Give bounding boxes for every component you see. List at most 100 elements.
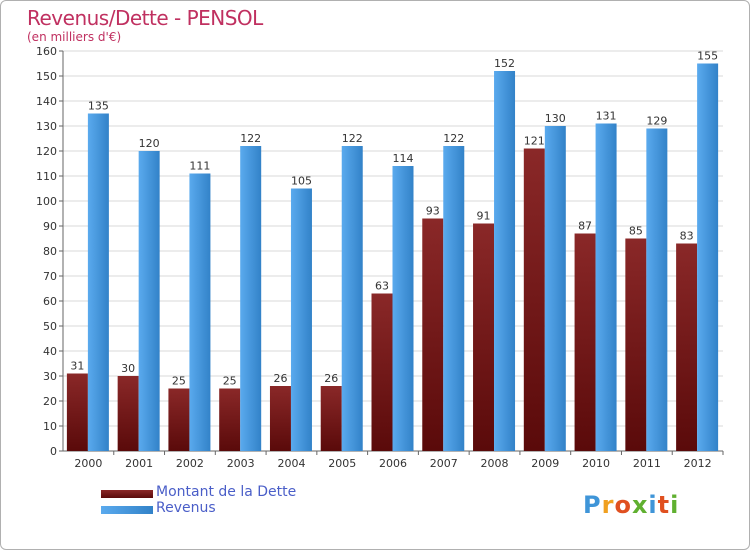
bar-dette <box>574 233 596 451</box>
y-tick-label: 50 <box>43 320 57 333</box>
data-label-dette: 30 <box>121 362 135 375</box>
bar-revenus <box>138 151 160 451</box>
bar-revenus <box>290 188 312 451</box>
x-tick-label: 2011 <box>633 457 661 470</box>
data-label-revenus: 122 <box>443 132 464 145</box>
bar-revenus <box>646 128 668 451</box>
y-tick-label: 160 <box>36 45 57 58</box>
bar-dette <box>422 218 444 451</box>
data-label-revenus: 111 <box>189 160 210 173</box>
x-tick-label: 2006 <box>379 457 407 470</box>
y-tick-label: 150 <box>36 70 57 83</box>
data-label-dette: 63 <box>375 280 389 293</box>
chart-title: Revenus/Dette - PENSOL <box>27 6 263 30</box>
data-label-dette: 26 <box>273 372 287 385</box>
y-tick-label: 70 <box>43 270 57 283</box>
bar-dette <box>371 293 393 451</box>
y-tick-label: 110 <box>36 170 57 183</box>
data-label-revenus: 120 <box>139 137 160 150</box>
bars <box>66 63 719 451</box>
bar-dette <box>66 373 88 451</box>
x-tick-label: 2002 <box>176 457 204 470</box>
legend-swatch-dette <box>101 490 153 498</box>
data-label-revenus: 131 <box>596 110 617 123</box>
logo-letter: o <box>614 491 632 519</box>
legend-label-revenus: Revenus <box>156 500 216 516</box>
data-label-revenus: 105 <box>291 175 312 188</box>
data-label-revenus: 122 <box>342 132 363 145</box>
data-label-dette: 25 <box>223 375 237 388</box>
y-tick-label: 20 <box>43 395 57 408</box>
y-tick-label: 60 <box>43 295 57 308</box>
data-label-revenus: 114 <box>393 152 414 165</box>
x-tick-label: 2005 <box>328 457 356 470</box>
y-tick-label: 120 <box>36 145 57 158</box>
data-label-dette: 31 <box>70 360 84 373</box>
y-tick-label: 100 <box>36 195 57 208</box>
x-tick-label: 2001 <box>125 457 153 470</box>
data-label-dette: 87 <box>578 220 592 233</box>
bar-dette <box>168 388 190 451</box>
data-label-revenus: 135 <box>88 100 109 113</box>
x-tick-label: 2007 <box>430 457 458 470</box>
data-label-dette: 121 <box>524 135 545 148</box>
bar-revenus <box>595 123 617 451</box>
bar-dette <box>117 376 139 451</box>
x-tick-label: 2009 <box>531 457 559 470</box>
data-label-revenus: 155 <box>697 50 718 63</box>
bar-revenus <box>392 166 414 451</box>
bar-dette <box>676 243 698 451</box>
bar-revenus <box>544 126 566 451</box>
y-tick-label: 140 <box>36 95 57 108</box>
logo-letter: P <box>583 491 602 519</box>
bar-dette <box>219 388 241 451</box>
data-label-dette: 91 <box>477 210 491 223</box>
bar-revenus <box>240 146 262 451</box>
bar-revenus <box>494 71 516 451</box>
logo-letter: i <box>670 491 680 519</box>
bar-revenus <box>87 113 109 451</box>
bar-revenus <box>443 146 465 451</box>
logo-letter: t <box>657 491 671 519</box>
y-tick-label: 40 <box>43 345 57 358</box>
bar-dette <box>473 223 495 451</box>
data-label-dette: 85 <box>629 225 643 238</box>
x-tick-label: 2000 <box>74 457 102 470</box>
data-label-dette: 26 <box>324 372 338 385</box>
data-label-dette: 25 <box>172 375 186 388</box>
legend-label-dette: Montant de la Dette <box>156 484 297 500</box>
bar-dette <box>320 386 342 451</box>
data-label-revenus: 122 <box>240 132 261 145</box>
logo-letter: x <box>631 491 649 519</box>
y-tick-label: 80 <box>43 245 57 258</box>
bar-revenus <box>697 63 719 451</box>
data-label-revenus: 152 <box>494 57 515 70</box>
y-tick-label: 10 <box>43 420 57 433</box>
bar-dette <box>523 148 545 451</box>
bar-dette <box>625 238 647 451</box>
bar-dette <box>269 386 291 451</box>
x-tick-label: 2004 <box>277 457 305 470</box>
y-tick-label: 130 <box>36 120 57 133</box>
data-label-dette: 83 <box>680 230 694 243</box>
logo-letter: r <box>601 491 615 519</box>
data-label-dette: 93 <box>426 205 440 218</box>
data-labels: 31 135 30 120 25 111 25 122 26 105 26 122 63 114 93 122… <box>70 50 718 388</box>
chart-subtitle: (en milliers d'€) <box>27 30 122 44</box>
y-tick-label: 30 <box>43 370 57 383</box>
x-tick-label: 2008 <box>481 457 509 470</box>
x-tick-label: 2012 <box>684 457 712 470</box>
y-tick-label: 90 <box>43 220 57 233</box>
proxiti-logo: Proxiti <box>583 491 679 519</box>
bar-revenus <box>189 173 211 451</box>
y-tick-label: 0 <box>50 445 57 458</box>
legend-swatch-revenus <box>101 506 153 514</box>
axes: 0 10 20 30 40 50 60 70 80 90 100 110 120 130 140 150 160… <box>36 45 724 470</box>
x-tick-label: 2003 <box>227 457 255 470</box>
data-label-revenus: 129 <box>646 115 667 128</box>
x-tick-label: 2010 <box>582 457 610 470</box>
data-label-revenus: 130 <box>545 112 566 125</box>
logo-letter: i <box>648 491 658 519</box>
